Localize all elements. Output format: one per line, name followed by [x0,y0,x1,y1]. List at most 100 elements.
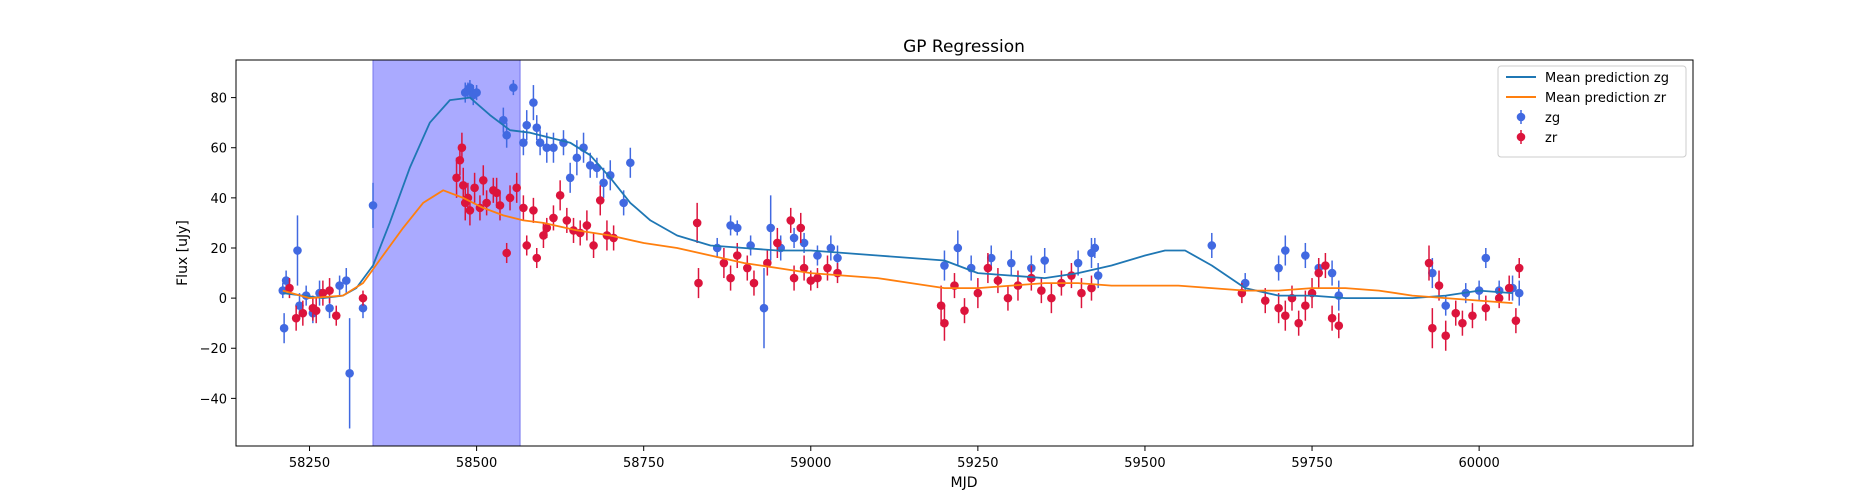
data-point [542,223,552,233]
data-point [572,153,582,163]
data-point [1090,243,1100,253]
data-point [529,206,538,215]
data-point [1274,303,1283,313]
data-point [960,306,969,315]
data-point [1093,271,1103,280]
data-point [1321,261,1330,270]
line-Mean prediction zr [282,189,1513,304]
data-point [465,83,475,92]
data-point [285,283,294,293]
data-point [1514,263,1524,273]
data-point [358,303,368,313]
data-point [311,306,321,315]
data-point [823,263,832,273]
data-point [749,278,759,288]
data-point [799,238,809,248]
data-point [482,198,491,208]
data-point [1301,301,1310,310]
legend-label: Mean prediction zr [1545,91,1667,106]
data-point [826,243,836,253]
data-point [1006,258,1016,268]
legend: Mean prediction zg Mean prediction zr zg zr [1497,65,1687,158]
data-point [742,263,752,273]
data-point [789,273,799,283]
data-point [1451,308,1461,318]
data-point [1441,301,1451,310]
data-point [1067,271,1076,280]
data-point [595,196,605,205]
data-point [605,170,615,180]
y-tick-label: 0 [219,292,227,307]
data-point [1511,316,1521,325]
data-point [1494,293,1504,303]
data-point [763,258,772,268]
data-point [833,253,842,263]
data-point [599,178,608,188]
data-point [585,160,595,170]
legend-marker [1516,132,1526,142]
legend-label: zg [1545,111,1560,126]
data-point [766,223,775,233]
data-point [1077,288,1086,298]
data-point [341,276,351,285]
data-point [732,223,742,233]
x-tick-label: 59500 [1124,456,1165,471]
data-point [973,288,983,298]
data-point [1514,288,1524,298]
shaded-region [372,59,521,447]
data-point [1037,286,1046,295]
data-point [786,216,796,225]
data-point [626,158,635,168]
plot-area [278,80,1524,429]
data-point [936,301,946,310]
data-point [1301,251,1310,260]
data-point [813,273,822,283]
data-point [986,253,996,263]
data-point [335,281,344,290]
data-point [281,276,291,285]
data-point [1428,268,1437,278]
data-point [719,258,729,268]
data-point [532,123,542,132]
data-point [519,138,528,148]
data-point [1481,253,1491,263]
data-point [535,138,545,148]
data-point [502,130,511,140]
data-point [582,221,592,230]
data-point [726,221,735,230]
data-point [470,183,479,193]
data-point [539,231,548,240]
data-point [953,243,963,253]
y-tick-label: −20 [200,342,227,357]
data-point [1424,258,1434,268]
data-point [452,173,461,183]
data-point [331,311,341,320]
data-point [1327,313,1337,323]
data-point [478,176,488,185]
data-point [1240,278,1250,288]
data-point [325,303,334,313]
data-point [1428,323,1437,333]
data-point [940,318,949,328]
data-point [1207,241,1217,250]
data-point [796,223,806,233]
y-tick-label: 20 [210,242,227,257]
data-point [325,286,334,295]
data-point [1468,311,1477,320]
data-point [458,181,468,190]
data-point [499,115,508,125]
data-point [298,308,308,318]
x-axis-label: MJD [951,475,978,491]
data-point [1458,318,1467,328]
data-point [1434,281,1444,290]
data-point [465,206,475,215]
x-tick-label: 58500 [456,456,497,471]
plot-frame [235,59,1694,447]
data-point [502,248,511,258]
x-tick-label: 58750 [623,456,664,471]
data-point [1281,246,1290,255]
data-point [759,303,769,313]
data-point [549,213,558,223]
data-point [1027,273,1036,283]
data-point [512,183,522,193]
